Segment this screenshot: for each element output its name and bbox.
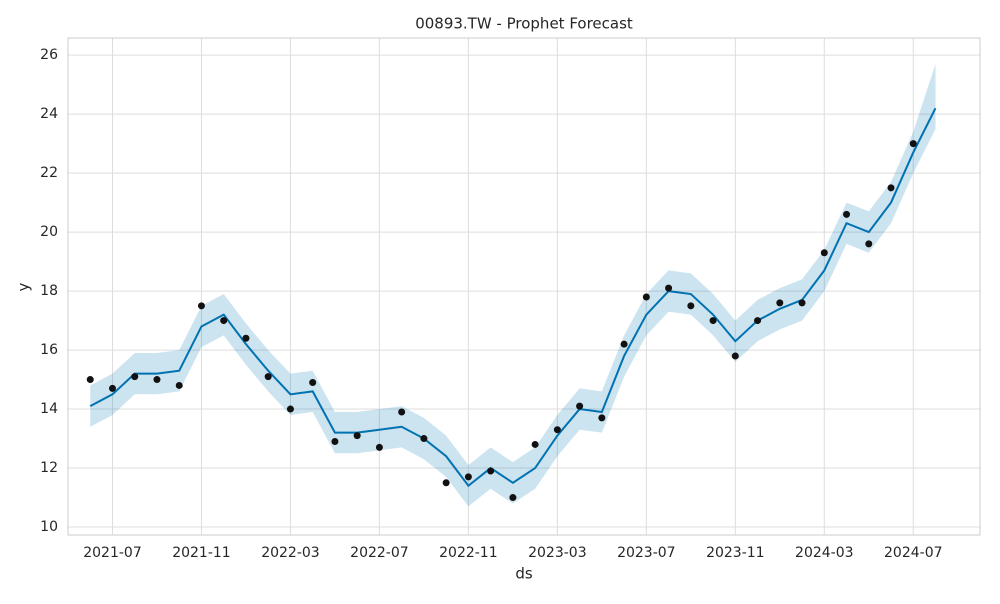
observed-point [175, 381, 183, 389]
observed-point [776, 299, 784, 307]
observed-point [598, 414, 606, 422]
x-tick-label: 2021-11 [172, 545, 231, 561]
observed-point [887, 184, 895, 192]
x-tick-label: 2024-07 [884, 545, 943, 561]
x-tick-label: 2023-11 [706, 545, 765, 561]
chart-title: 00893.TW - Prophet Forecast [415, 15, 633, 33]
observed-point [264, 373, 272, 381]
observed-point [798, 299, 806, 307]
observed-point [487, 467, 495, 475]
forecast-line [89, 107, 937, 488]
observed-point [754, 317, 762, 325]
x-tick-label: 2024-03 [795, 545, 854, 561]
x-tick-label: 2022-07 [350, 545, 409, 561]
y-tick-label: 16 [40, 342, 58, 358]
y-tick-label: 26 [40, 47, 58, 63]
observed-point [620, 340, 628, 348]
observed-point [531, 440, 539, 448]
observed-point [375, 443, 383, 451]
observed-point [442, 479, 450, 487]
x-tick-label: 2022-11 [439, 545, 498, 561]
y-axis-label: y [15, 282, 33, 291]
observed-point [197, 302, 205, 310]
observed-point [398, 408, 406, 416]
observed-point [731, 352, 739, 360]
observed-point [553, 426, 561, 434]
observed-point [865, 240, 873, 248]
observed-point [108, 384, 116, 392]
observed-point [86, 376, 94, 384]
observed-point [331, 437, 339, 445]
y-tick-label: 18 [40, 283, 58, 299]
observed-point [220, 317, 228, 325]
observed-point [820, 249, 828, 257]
observed-point [242, 334, 250, 342]
observed-point [687, 302, 695, 310]
y-tick-label: 12 [40, 460, 58, 476]
observed-point [642, 293, 650, 301]
y-tick-label: 22 [40, 165, 58, 181]
observed-point [353, 432, 361, 440]
x-axis-label: ds [515, 565, 533, 583]
observed-point [420, 435, 428, 443]
observed-point [464, 473, 472, 481]
observed-point [286, 405, 294, 413]
observed-point [131, 373, 139, 381]
observed-point [665, 284, 673, 292]
observed-point [709, 317, 717, 325]
y-tick-label: 20 [40, 224, 58, 240]
x-tick-label: 2023-03 [528, 545, 587, 561]
y-tick-label: 14 [40, 401, 58, 417]
x-tick-label: 2023-07 [617, 545, 676, 561]
observed-point [843, 210, 851, 218]
x-tick-label: 2021-07 [83, 545, 142, 561]
y-tick-label: 10 [40, 519, 58, 535]
x-tick-label: 2022-03 [261, 545, 320, 561]
observed-point [309, 379, 317, 387]
observed-point [153, 376, 161, 384]
observed-point [576, 402, 584, 410]
y-tick-label: 24 [40, 106, 58, 122]
observed-point [509, 494, 517, 502]
uncertainty-band [90, 63, 936, 507]
plot-frame [67, 37, 981, 536]
observed-point [909, 140, 917, 148]
